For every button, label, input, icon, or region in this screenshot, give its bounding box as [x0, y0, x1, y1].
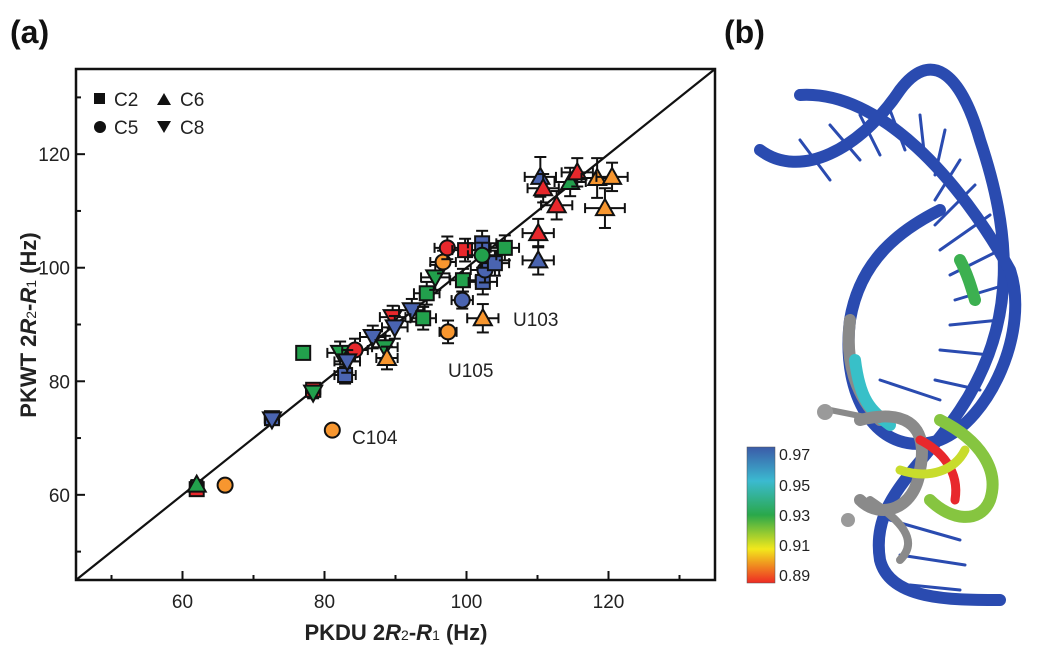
data-point-circle	[438, 319, 458, 345]
panel-b-label: (b)	[724, 14, 765, 50]
triangle-up-marker	[559, 170, 581, 190]
data-point-triangle-up	[540, 190, 574, 221]
y-tick-label: 80	[49, 372, 70, 393]
colorbar-tick: 0.97	[779, 447, 810, 464]
x-tick-label: 60	[172, 592, 193, 613]
triangle-down-marker	[336, 353, 358, 373]
data-point-square	[409, 305, 437, 331]
colorbar-tick: 0.91	[779, 538, 810, 555]
square-marker	[415, 310, 432, 327]
circle-marker	[473, 246, 491, 264]
triangle-down-marker	[381, 309, 404, 329]
triangle-up-marker	[472, 307, 494, 327]
triangle-down-marker	[374, 339, 396, 359]
circle-marker	[438, 239, 456, 257]
colorbar-tick: 0.95	[779, 478, 810, 495]
axes: 60 60 80 80 100 100 120 120	[38, 67, 717, 613]
legend-label-c6: C6	[180, 90, 204, 111]
legend-label-c8: C8	[180, 118, 204, 139]
legend-triangle-up-icon	[157, 93, 171, 105]
triangle-up-marker	[594, 197, 616, 217]
data-point-triangle-up	[521, 217, 555, 249]
data-point-triangle-up	[595, 161, 629, 193]
data-point-triangle-up	[466, 303, 500, 334]
y-axis-title: PKWT 2R2-R1 (Hz)	[16, 232, 41, 417]
data-point-triangle-up	[185, 473, 208, 493]
circle-marker	[439, 323, 457, 341]
data-point-circle	[450, 290, 474, 310]
data-point-square	[449, 267, 477, 293]
legend-label-c2: C2	[114, 90, 138, 111]
annotation-c104: C104	[352, 428, 398, 449]
panel-a-label: (a)	[10, 14, 50, 50]
triangle-up-marker	[185, 473, 208, 493]
square-marker	[496, 239, 513, 256]
colorbar-tick: 0.89	[779, 568, 810, 585]
data-point-circle	[323, 421, 341, 439]
colorbar-ticks: 0.97 0.95 0.93 0.91 0.89	[779, 447, 810, 585]
triangle-up-marker	[376, 346, 398, 366]
triangle-down-marker	[362, 328, 384, 349]
annotation-u103: U103	[513, 310, 558, 331]
circle-marker	[323, 421, 341, 439]
x-tick-label: 100	[451, 592, 483, 613]
colorbar-tick: 0.93	[779, 508, 810, 525]
y-tick-label: 100	[38, 259, 70, 280]
data-point-circle	[433, 235, 462, 261]
colorbar	[746, 446, 776, 584]
triangle-up-marker	[545, 194, 568, 214]
data-point-square	[479, 249, 511, 277]
data-point-triangle-up	[375, 345, 399, 371]
triangle-down-marker	[384, 319, 406, 339]
square-marker	[454, 272, 471, 289]
legend-triangle-down-icon	[157, 121, 171, 133]
triangle-up-marker	[527, 222, 549, 242]
circle-marker	[216, 476, 234, 494]
data-point-triangle-up	[526, 173, 560, 204]
data-point-square	[295, 344, 312, 361]
data-point-triangle-up	[584, 187, 626, 229]
data-point-triangle-down	[381, 314, 409, 340]
triangle-up-marker	[601, 165, 623, 185]
triangle-up-marker	[527, 249, 549, 269]
y-tick-label: 60	[49, 486, 70, 507]
data-point-triangle-down	[333, 349, 361, 374]
data-point-triangle-up	[521, 245, 555, 276]
triangle-up-marker	[532, 177, 554, 197]
data-point-triangle-down	[261, 411, 283, 431]
data-point-circle	[466, 241, 498, 269]
y-tick-label: 120	[38, 145, 70, 166]
square-marker	[295, 344, 312, 361]
x-tick-label: 80	[314, 592, 335, 613]
square-marker	[418, 285, 435, 302]
data-points	[185, 156, 629, 498]
square-marker	[337, 367, 354, 384]
x-axis-title: PKDU 2R2-R1 (Hz)	[304, 620, 487, 645]
data-point-square	[489, 234, 521, 262]
annotations: U103 U105 C104	[352, 310, 558, 449]
data-point-circle	[216, 476, 234, 494]
x-tick-label: 120	[593, 592, 625, 613]
triangle-down-marker	[302, 384, 324, 404]
rna-structure-image	[754, 63, 1022, 606]
annotation-u105: U105	[448, 361, 493, 382]
circle-marker	[453, 291, 471, 309]
legend: C2 C6 C5 C8	[94, 90, 204, 139]
legend-square-icon	[94, 93, 105, 104]
data-point-square	[333, 365, 357, 385]
triangle-down-marker	[261, 411, 283, 431]
legend-circle-icon	[94, 121, 106, 133]
legend-label-c5: C5	[114, 118, 138, 139]
data-point-triangle-down	[302, 384, 324, 404]
